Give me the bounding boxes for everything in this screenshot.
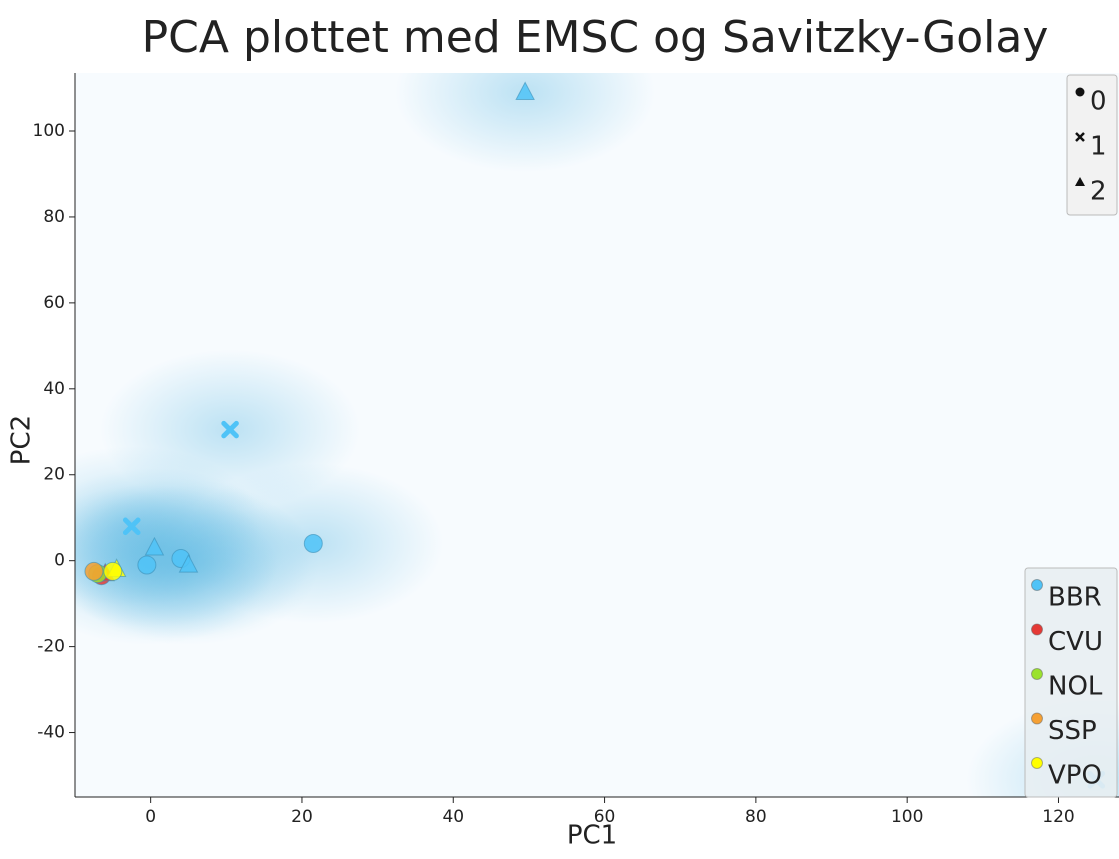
point [103, 561, 123, 581]
x-tick-label: 40 [442, 807, 464, 827]
legend-label: 1 [1090, 132, 1107, 162]
point [515, 81, 535, 101]
y-tick-label: -20 [37, 637, 65, 657]
density-glow [395, 73, 656, 173]
point [122, 517, 141, 536]
legend-marker [1075, 87, 1085, 97]
y-tick-label: 80 [43, 207, 65, 227]
point [144, 536, 165, 556]
y-tick-label: -40 [37, 723, 65, 743]
series-legend-box [1024, 567, 1118, 798]
point [84, 561, 104, 581]
chart-title: PCA plottet med EMSC og Savitzky-Golay [142, 12, 1049, 63]
y-axis-label: PC2 [7, 415, 37, 465]
x-axis-label: PC1 [567, 821, 617, 851]
x-tick-label: 0 [145, 807, 156, 827]
x-tick-label: 20 [291, 807, 313, 827]
legend-label: 2 [1090, 177, 1107, 207]
legend-marker [1075, 177, 1085, 186]
legend-swatch [1031, 757, 1043, 769]
legend-label: SSP [1048, 716, 1097, 746]
y-tick-label: 20 [43, 465, 65, 485]
y-tick-label: 60 [43, 293, 65, 313]
legend-label: CVU [1048, 627, 1103, 657]
x-tick-label: 80 [745, 807, 767, 827]
legend-marker [1075, 132, 1085, 142]
legend-label: VPO [1048, 761, 1102, 791]
y-tick-label: 0 [54, 551, 65, 571]
legend-swatch [1031, 668, 1043, 680]
points [84, 81, 1106, 789]
x-tick-label: 100 [891, 807, 923, 827]
legend-swatch [1031, 712, 1043, 725]
legend-swatch [1031, 579, 1043, 591]
legend-label: BBR [1048, 583, 1102, 613]
point [178, 554, 199, 573]
point [303, 533, 323, 553]
legend-label: 0 [1090, 87, 1107, 117]
x-tick-label: 60 [594, 807, 616, 827]
y-tick-label: 40 [43, 379, 65, 399]
point [221, 420, 239, 439]
point [137, 555, 157, 575]
y-tick-label: 100 [33, 121, 65, 141]
density-layer [75, 73, 1119, 797]
legend-label: NOL [1048, 672, 1103, 702]
legend-swatch [1031, 623, 1043, 636]
x-tick-label: 120 [1042, 807, 1074, 827]
